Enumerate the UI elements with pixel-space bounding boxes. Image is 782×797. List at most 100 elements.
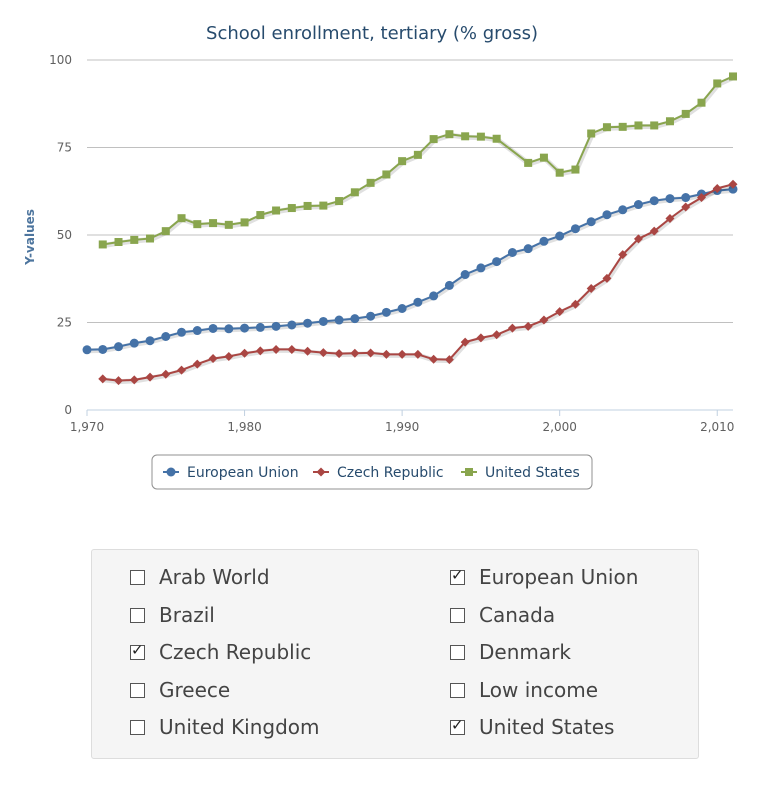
- checkbox[interactable]: [130, 682, 145, 698]
- data-point: [318, 316, 328, 326]
- data-point: [177, 327, 187, 337]
- option-denmark[interactable]: Denmark: [450, 638, 571, 666]
- data-point: [413, 297, 423, 307]
- data-point: [586, 217, 596, 227]
- series-united-states: [98, 72, 737, 249]
- data-point: [398, 157, 407, 166]
- option-united-states[interactable]: United States: [450, 713, 614, 741]
- data-point: [287, 344, 297, 354]
- data-point: [555, 168, 564, 177]
- data-point: [350, 314, 360, 324]
- option-greece[interactable]: Greece: [130, 676, 230, 704]
- data-point: [208, 323, 218, 333]
- checkbox[interactable]: [130, 569, 145, 585]
- data-point: [193, 220, 202, 229]
- data-point: [114, 342, 124, 352]
- data-point: [272, 206, 281, 215]
- x-tick-label: 2,000: [543, 420, 577, 434]
- checkbox[interactable]: [450, 716, 465, 735]
- option-low-income[interactable]: Low income: [450, 676, 598, 704]
- data-point: [98, 240, 107, 249]
- series-line: [102, 75, 734, 246]
- data-point: [696, 193, 706, 203]
- checkbox[interactable]: [130, 607, 145, 623]
- data-point: [366, 311, 376, 321]
- data-point: [476, 132, 485, 141]
- data-point: [586, 284, 596, 294]
- option-label: United States: [479, 715, 615, 739]
- data-point: [161, 332, 171, 341]
- data-point: [665, 194, 675, 204]
- option-canada[interactable]: Canada: [450, 601, 555, 629]
- checkbox[interactable]: [130, 641, 145, 660]
- data-point: [255, 322, 265, 332]
- checkbox[interactable]: [450, 682, 465, 698]
- data-point: [681, 202, 691, 212]
- data-point: [429, 291, 439, 301]
- option-czech-republic[interactable]: Czech Republic: [130, 638, 311, 666]
- data-point: [303, 346, 313, 356]
- data-point: [256, 211, 265, 220]
- data-point: [429, 135, 438, 144]
- x-tick-label: 1,970: [70, 420, 104, 434]
- data-point: [413, 150, 422, 159]
- data-point: [681, 109, 690, 118]
- data-point: [633, 234, 643, 244]
- data-point: [334, 315, 344, 325]
- data-point: [145, 336, 155, 346]
- data-point: [287, 320, 297, 330]
- option-brazil[interactable]: Brazil: [130, 601, 215, 629]
- data-point: [366, 348, 376, 358]
- data-point: [255, 346, 265, 356]
- y-tick-label: 0: [64, 403, 72, 417]
- legend-item-czech-republic[interactable]: Czech Republic: [313, 465, 444, 481]
- data-point: [429, 354, 439, 364]
- data-point: [633, 200, 643, 210]
- series-line: [86, 188, 734, 351]
- data-point: [523, 244, 533, 254]
- option-label: Brazil: [159, 603, 215, 627]
- checkbox[interactable]: [130, 719, 145, 735]
- option-label: Low income: [479, 678, 598, 702]
- data-point: [602, 210, 612, 220]
- data-point: [649, 226, 659, 236]
- option-arab-world[interactable]: Arab World: [130, 563, 270, 591]
- checkbox[interactable]: [450, 566, 465, 585]
- data-point: [618, 122, 627, 131]
- country-selector-panel: Arab World European Union Brazil Canada …: [91, 549, 699, 759]
- data-point: [130, 235, 139, 244]
- data-point: [713, 79, 722, 88]
- y-axis-label: Y-values: [23, 209, 37, 266]
- data-point: [665, 117, 674, 126]
- y-tick-label: 75: [57, 141, 72, 155]
- series-european-union: [82, 184, 738, 355]
- data-point: [523, 321, 533, 331]
- legend-item-european-union[interactable]: European Union: [163, 465, 299, 481]
- option-united-kingdom[interactable]: United Kingdom: [130, 713, 320, 741]
- data-point: [697, 98, 706, 107]
- data-point: [555, 231, 565, 241]
- checkbox[interactable]: [450, 607, 465, 623]
- y-tick-label: 100: [49, 53, 72, 67]
- grid-lines: [87, 59, 733, 323]
- data-point: [681, 193, 691, 203]
- legend-item-united-states[interactable]: United States: [461, 465, 580, 481]
- y-tick-label: 25: [57, 316, 72, 330]
- data-point: [209, 219, 218, 228]
- data-point: [334, 349, 344, 359]
- x-tick-label: 1,990: [385, 420, 419, 434]
- data-point: [650, 121, 659, 130]
- data-point: [728, 184, 738, 194]
- checkbox[interactable]: [450, 644, 465, 660]
- data-point: [571, 165, 580, 174]
- data-point: [618, 205, 628, 215]
- data-point: [82, 345, 92, 355]
- data-point: [208, 354, 218, 364]
- series-czech-republic: [98, 179, 738, 386]
- option-european-union[interactable]: European Union: [450, 563, 638, 591]
- data-point: [114, 238, 123, 246]
- option-label: Czech Republic: [159, 640, 312, 664]
- data-point: [445, 130, 454, 139]
- data-point: [161, 227, 170, 236]
- data-point: [476, 333, 486, 343]
